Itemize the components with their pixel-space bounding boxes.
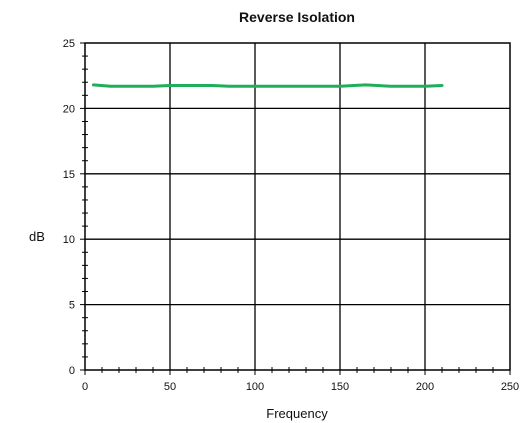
minor-ticks	[80, 42, 511, 375]
x-tick-labels: 0 50 100 150 200 250	[82, 381, 519, 393]
grid	[85, 43, 510, 370]
series-layer	[92, 83, 444, 88]
x-tick-label: 50	[164, 381, 176, 393]
y-tick-label: 25	[63, 38, 75, 50]
chart-title: Reverse Isolation	[239, 9, 355, 25]
series-line-0	[92, 83, 444, 88]
y-tick-label: 10	[63, 234, 75, 246]
y-tick-label: 20	[63, 103, 75, 115]
x-tick-label: 150	[331, 381, 349, 393]
y-tick-label: 15	[63, 169, 75, 181]
y-axis-label: dB	[29, 229, 45, 244]
plot-frame	[84, 42, 511, 371]
x-tick-label: 0	[82, 381, 88, 393]
x-tick-label: 200	[416, 381, 434, 393]
x-tick-label: 250	[501, 381, 519, 393]
y-tick-label: 5	[69, 300, 75, 312]
y-tick-labels: 0 5 10 15 20 25	[63, 38, 75, 377]
x-axis-label: Frequency	[266, 406, 328, 421]
y-tick-label: 0	[69, 365, 75, 377]
x-tick-label: 100	[246, 381, 264, 393]
